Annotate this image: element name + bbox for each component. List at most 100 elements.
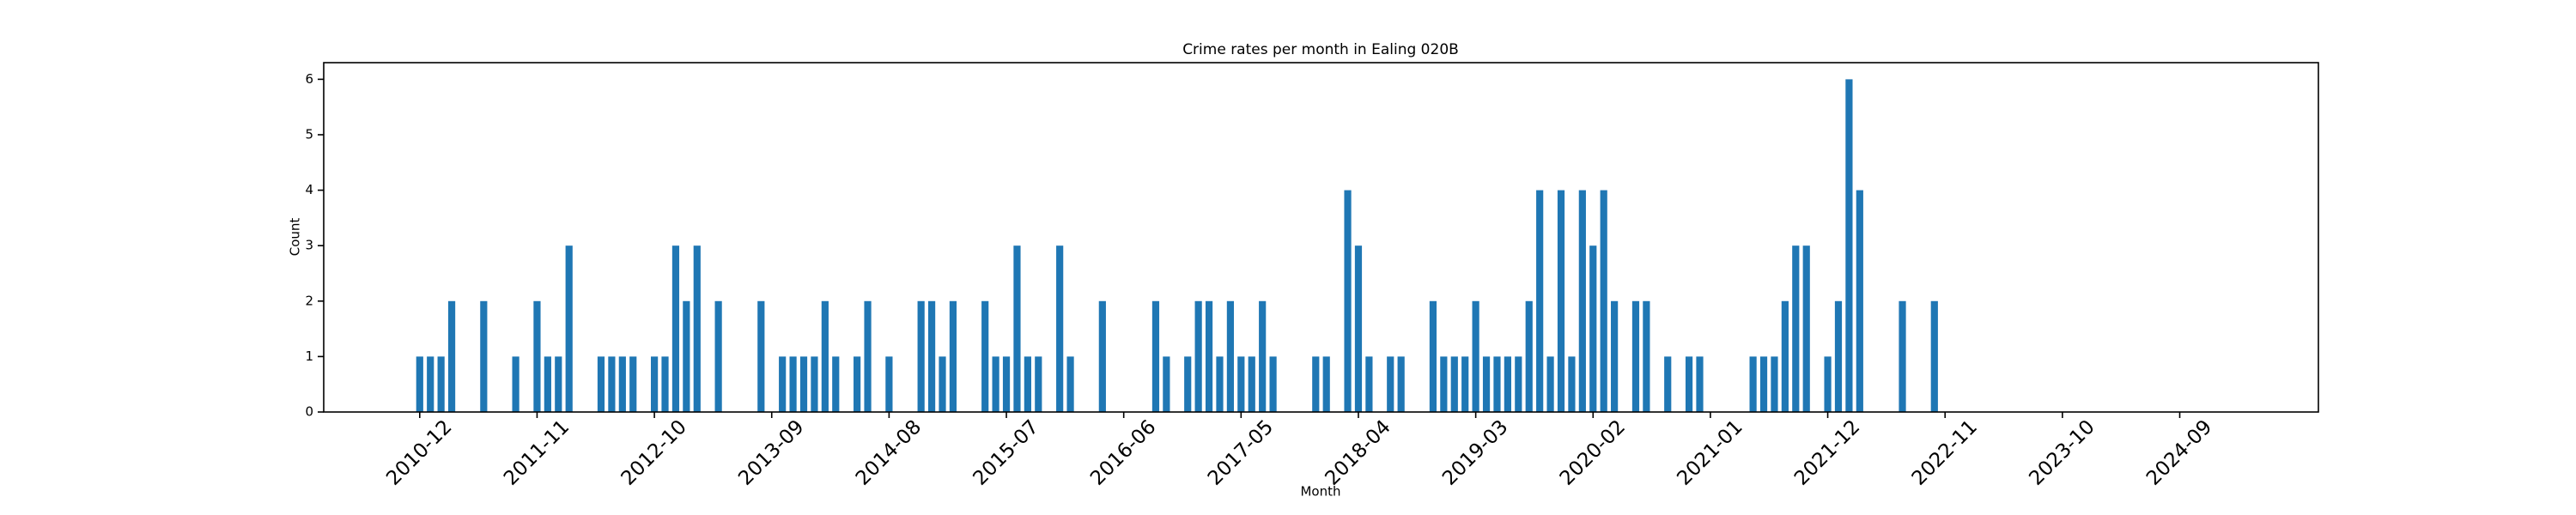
bar [864, 300, 872, 412]
bar [1002, 356, 1011, 412]
bar [1205, 300, 1213, 412]
bar [1248, 356, 1255, 412]
bar [981, 300, 989, 412]
bar [1525, 300, 1533, 412]
bar [1035, 356, 1042, 412]
bar [1930, 300, 1938, 412]
bar [416, 356, 423, 412]
bar [1269, 356, 1277, 412]
y-tick-label: 1 [305, 348, 313, 364]
x-tick-label: 2019-03 [1438, 415, 1512, 489]
bar [1600, 190, 1607, 413]
x-tick-label: 2023-10 [2025, 415, 2099, 489]
bar [1685, 356, 1693, 412]
bar [832, 356, 840, 412]
chart-title: Crime rates per month in Ealing 020B [1182, 41, 1459, 58]
bar [927, 300, 936, 412]
bar [1365, 356, 1373, 412]
y-axis-label: Count [288, 218, 303, 257]
x-tick-label: 2024-09 [2142, 415, 2216, 489]
bar [1771, 356, 1778, 412]
bar [671, 245, 680, 412]
y-tick-label: 3 [305, 238, 313, 253]
bar [533, 300, 541, 412]
bar [799, 356, 808, 412]
bar [683, 300, 690, 412]
bar [1354, 245, 1363, 412]
bar [1429, 300, 1437, 412]
bar [597, 356, 605, 412]
bar [1834, 300, 1843, 412]
bar [1387, 356, 1394, 412]
bar [917, 300, 925, 412]
bar [1216, 356, 1224, 412]
bar [1643, 300, 1650, 412]
bar [480, 300, 488, 412]
y-tick-label: 0 [305, 404, 313, 420]
bar [1824, 356, 1832, 412]
bar [854, 356, 861, 412]
bar [512, 356, 519, 412]
x-tick-label: 2017-05 [1204, 415, 1278, 489]
bar [811, 356, 818, 412]
bar [1397, 356, 1405, 412]
bar [1450, 356, 1458, 412]
bar [757, 300, 765, 412]
bar [821, 300, 829, 412]
bar [1578, 190, 1586, 413]
bar [618, 356, 626, 412]
bar [661, 356, 669, 412]
y-tick-label: 5 [305, 126, 313, 142]
bar [1344, 190, 1352, 413]
bar [1151, 300, 1160, 412]
bar [1163, 356, 1170, 412]
bar [1482, 356, 1491, 412]
y-tick-label: 2 [305, 293, 313, 308]
bar [608, 356, 616, 412]
bar [1802, 245, 1810, 412]
bar [1631, 300, 1640, 412]
bar [1856, 190, 1863, 413]
bar [427, 356, 434, 412]
x-tick-label: 2021-12 [1790, 415, 1864, 489]
bar [1536, 190, 1544, 413]
bar [1184, 356, 1192, 412]
bar [714, 300, 722, 412]
bar [1759, 356, 1768, 412]
bar [1845, 79, 1853, 412]
x-axis-label: Month [1300, 484, 1340, 500]
bar [1024, 356, 1031, 412]
bar [1493, 356, 1501, 412]
bar [1461, 356, 1469, 412]
bar [629, 356, 637, 412]
x-tick-label: 2015-07 [969, 415, 1043, 489]
bar [1515, 356, 1522, 412]
plot-frame [323, 62, 2319, 413]
bar [1098, 300, 1106, 412]
bar [1749, 356, 1757, 412]
x-tick-label: 2016-06 [1086, 415, 1160, 489]
x-tick-label: 2012-10 [617, 415, 691, 489]
bar [1664, 356, 1672, 412]
y-tick-label: 4 [305, 182, 313, 197]
bar [544, 356, 551, 412]
bar [1792, 245, 1800, 412]
bar [1322, 356, 1330, 412]
bar [1696, 356, 1704, 412]
x-tick-label: 2010-12 [382, 415, 456, 489]
x-tick-label: 2018-04 [1321, 415, 1394, 489]
bar [1546, 356, 1554, 412]
bar [1194, 300, 1202, 412]
x-tick-label: 2014-08 [852, 415, 926, 489]
x-tick-label: 2013-09 [734, 415, 808, 489]
bar [1237, 356, 1245, 412]
bar [992, 356, 999, 412]
bar [555, 356, 562, 412]
bar [949, 300, 957, 412]
bar [650, 356, 659, 412]
bar [1568, 356, 1576, 412]
y-tick-label: 6 [305, 71, 313, 87]
bar [1472, 300, 1479, 412]
x-tick-label: 2011-11 [500, 415, 574, 489]
